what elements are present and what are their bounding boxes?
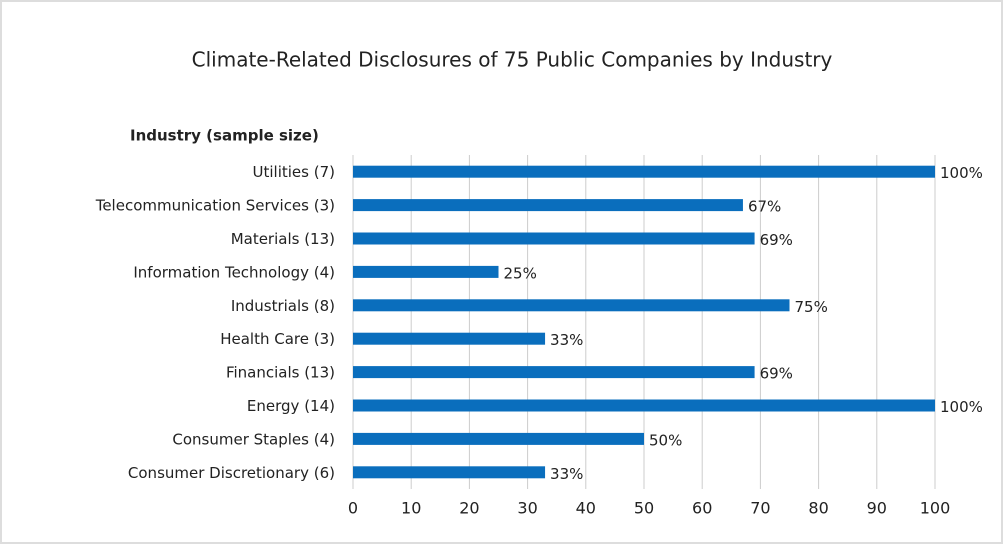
- x-tick-label: 60: [692, 499, 712, 518]
- data-label: 50%: [649, 431, 682, 449]
- data-label: 33%: [550, 331, 583, 349]
- y-tick-label: Utilities (7): [253, 163, 335, 181]
- y-tick-label: Consumer Discretionary (6): [128, 464, 335, 482]
- bar: [353, 399, 935, 412]
- x-tick-label: 80: [808, 499, 828, 518]
- data-label: 100%: [940, 164, 983, 182]
- x-tick-label: 10: [401, 499, 421, 518]
- y-tick-label: Consumer Staples (4): [172, 430, 335, 448]
- bar: [353, 332, 546, 345]
- x-tick-label: 40: [576, 499, 596, 518]
- chart-title: Climate-Related Disclosures of 75 Public…: [192, 48, 833, 72]
- data-label: 25%: [504, 264, 537, 282]
- x-tick-label: 0: [348, 499, 358, 518]
- data-label: 75%: [795, 298, 828, 316]
- y-tick-label: Financials (13): [226, 364, 335, 382]
- bar: [353, 432, 644, 445]
- x-tick-label: 70: [750, 499, 770, 518]
- bar: [353, 366, 755, 379]
- y-tick-label: Industrials (8): [231, 297, 335, 315]
- y-tick-label: Health Care (3): [220, 330, 335, 348]
- x-tick-label: 30: [517, 499, 537, 518]
- y-tick-label: Materials (13): [231, 230, 335, 248]
- data-label: 100%: [940, 398, 983, 416]
- x-tick-label: 50: [634, 499, 654, 518]
- data-label: 33%: [550, 465, 583, 483]
- bar: [353, 232, 755, 245]
- y-tick-label: Telecommunication Services (3): [95, 197, 335, 215]
- bar: [353, 165, 935, 178]
- bar: [353, 299, 790, 312]
- bar: [353, 199, 743, 212]
- axis-label: Industry (sample size): [130, 127, 319, 145]
- data-label: 69%: [760, 365, 793, 383]
- bar: [353, 466, 546, 479]
- data-label: 67%: [748, 198, 781, 216]
- y-tick-label: Energy (14): [247, 397, 335, 415]
- y-tick-label: Information Technology (4): [133, 263, 335, 281]
- data-label: 69%: [760, 231, 793, 249]
- x-tick-label: 20: [459, 499, 479, 518]
- x-tick-label: 100: [920, 499, 951, 518]
- x-tick-label: 90: [867, 499, 887, 518]
- bar: [353, 265, 499, 278]
